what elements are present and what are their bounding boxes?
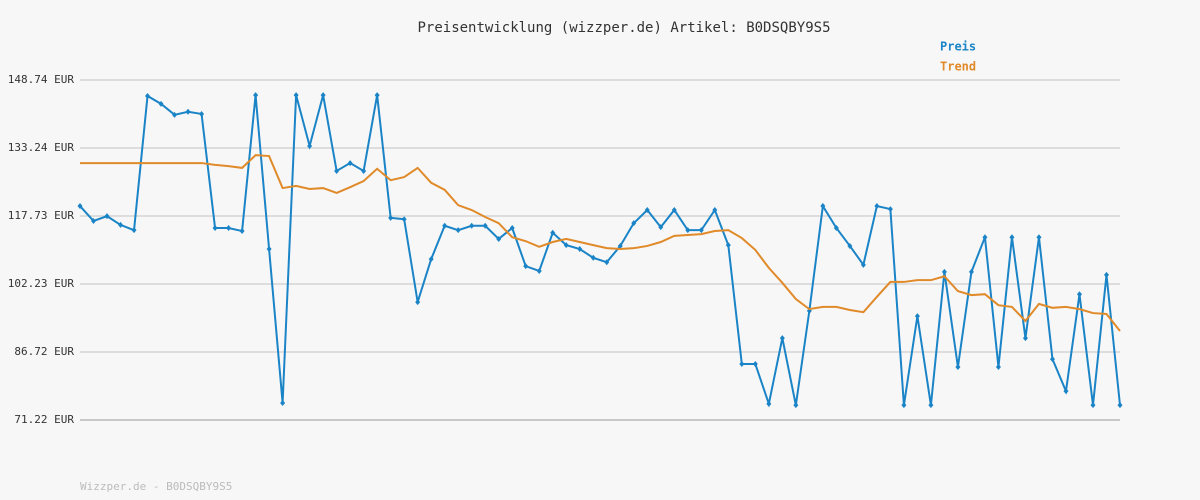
y-tick-label: 71.22 EUR	[14, 413, 74, 426]
point-marker	[712, 207, 718, 213]
point-marker	[901, 402, 907, 409]
point-marker	[293, 92, 299, 99]
point-marker	[374, 92, 380, 99]
point-marker	[131, 227, 137, 234]
point-marker	[212, 224, 218, 231]
point-marker	[77, 203, 83, 210]
point-marker	[766, 400, 772, 407]
point-marker	[1063, 388, 1069, 395]
point-marker	[1036, 234, 1042, 241]
point-marker	[617, 242, 623, 249]
point-marker	[1090, 402, 1096, 409]
point-marker	[793, 402, 799, 409]
point-marker	[941, 268, 947, 275]
point-marker	[415, 299, 421, 306]
point-marker	[347, 160, 353, 167]
point-marker	[172, 111, 178, 118]
point-marker	[469, 222, 475, 229]
point-marker	[914, 313, 920, 320]
point-marker	[482, 222, 488, 229]
point-marker	[185, 108, 191, 115]
point-marker	[860, 261, 866, 268]
point-marker	[833, 224, 839, 231]
point-marker	[536, 267, 542, 274]
point-marker	[685, 227, 691, 234]
point-marker	[1009, 234, 1015, 241]
y-tick-label: 148.74 EUR	[8, 73, 75, 86]
point-marker	[604, 259, 610, 266]
point-marker	[644, 207, 650, 213]
point-marker	[631, 220, 637, 227]
point-marker	[104, 213, 110, 220]
point-marker	[1117, 402, 1123, 409]
point-marker	[671, 207, 677, 213]
point-marker	[739, 360, 745, 367]
point-marker	[226, 224, 232, 231]
point-marker	[874, 203, 880, 210]
chart-title: Preisentwicklung (wizzper.de) Artikel: B…	[417, 20, 830, 36]
point-marker	[982, 234, 988, 241]
point-marker	[658, 224, 664, 231]
y-tick-label: 117.73 EUR	[8, 209, 75, 222]
point-marker	[1103, 271, 1109, 278]
point-marker	[455, 227, 461, 234]
y-tick-label: 133.24 EUR	[8, 141, 75, 154]
point-marker	[199, 110, 205, 117]
point-marker	[928, 402, 934, 409]
point-marker	[1049, 356, 1055, 363]
point-marker	[320, 92, 326, 99]
point-marker	[118, 221, 124, 228]
y-tick-label: 86.72 EUR	[14, 345, 74, 358]
point-marker	[239, 228, 245, 235]
point-marker	[577, 246, 583, 253]
point-marker	[1022, 335, 1028, 342]
point-marker	[955, 364, 961, 371]
point-marker	[280, 399, 286, 406]
point-marker	[995, 364, 1001, 371]
point-marker	[401, 216, 407, 223]
point-marker	[158, 100, 164, 107]
point-marker	[590, 254, 596, 261]
point-marker	[266, 246, 272, 253]
point-marker	[145, 92, 151, 99]
footer: Wizzper.de - B0DSQBY9S5	[80, 480, 232, 493]
point-marker	[496, 235, 502, 242]
point-marker	[779, 335, 785, 342]
point-marker	[509, 224, 515, 231]
point-marker	[388, 214, 394, 221]
point-marker	[968, 268, 974, 275]
point-marker	[442, 222, 448, 229]
point-marker	[550, 229, 556, 236]
point-marker	[91, 217, 97, 224]
y-tick-label: 102.23 EUR	[8, 277, 75, 290]
point-marker	[752, 360, 758, 367]
point-marker	[725, 242, 731, 249]
point-marker	[698, 227, 704, 234]
point-marker	[563, 242, 569, 249]
point-marker	[307, 142, 313, 149]
point-marker	[334, 167, 340, 174]
point-marker	[820, 203, 826, 210]
legend-entry: Trend	[940, 60, 976, 74]
point-marker	[887, 206, 893, 213]
point-marker	[1076, 291, 1082, 298]
series-line	[79, 94, 1121, 408]
point-marker	[253, 92, 259, 99]
legend-entry: Preis	[940, 40, 976, 54]
series-line	[80, 154, 1121, 332]
point-marker	[428, 256, 434, 263]
point-marker	[523, 263, 529, 270]
point-marker	[847, 242, 853, 249]
point-marker	[361, 167, 367, 174]
